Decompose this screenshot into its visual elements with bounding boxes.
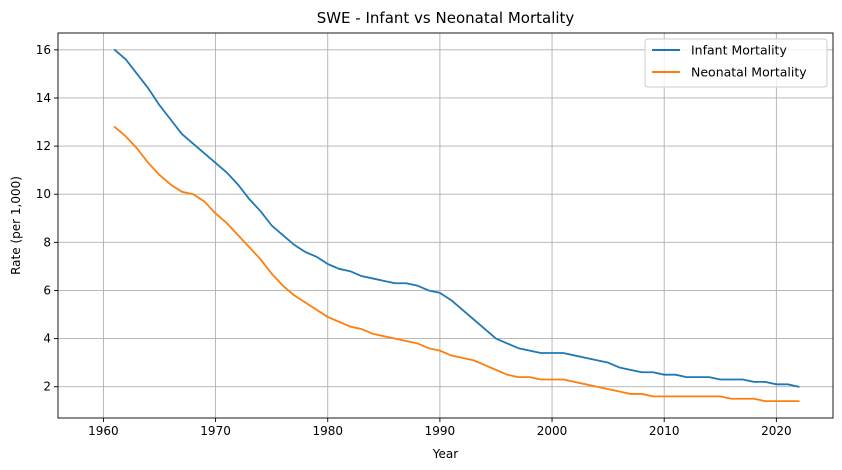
y-axis-label: Rate (per 1,000) bbox=[9, 176, 23, 275]
x-axis-ticks: 1960 1970 1980 1990 2000 2010 2020 bbox=[88, 418, 792, 438]
x-tick-label: 2000 bbox=[537, 424, 568, 438]
y-tick-label: 16 bbox=[36, 43, 51, 57]
y-tick-label: 2 bbox=[43, 380, 51, 394]
x-tick-label: 1990 bbox=[425, 424, 456, 438]
y-tick-label: 6 bbox=[43, 283, 51, 297]
y-tick-label: 4 bbox=[43, 332, 51, 346]
x-tick-label: 2010 bbox=[649, 424, 680, 438]
y-tick-label: 12 bbox=[36, 139, 51, 153]
y-axis-ticks: 2 4 6 8 10 12 14 16 bbox=[36, 43, 58, 394]
y-tick-label: 10 bbox=[36, 187, 51, 201]
legend-label-infant-mortality: Infant Mortality bbox=[691, 43, 787, 58]
legend-box bbox=[644, 38, 828, 88]
x-tick-label: 1960 bbox=[88, 424, 119, 438]
y-tick-label: 14 bbox=[36, 91, 51, 105]
series-lines bbox=[113, 48, 800, 403]
legend: Infant Mortality Neonatal Mortality bbox=[644, 38, 828, 88]
legend-label-neonatal-mortality: Neonatal Mortality bbox=[691, 65, 807, 80]
y-tick-label: 8 bbox=[43, 235, 51, 249]
x-tick-label: 1970 bbox=[200, 424, 231, 438]
x-axis-label: Year bbox=[432, 447, 458, 461]
chart-title: SWE - Infant vs Neonatal Mortality bbox=[317, 9, 575, 27]
x-tick-label: 2020 bbox=[761, 424, 792, 438]
x-tick-label: 1980 bbox=[312, 424, 343, 438]
grid bbox=[58, 33, 833, 418]
series-line-infant-mortality bbox=[113, 48, 800, 388]
series-line-neonatal-mortality bbox=[113, 125, 800, 403]
plot-frame bbox=[57, 32, 834, 419]
